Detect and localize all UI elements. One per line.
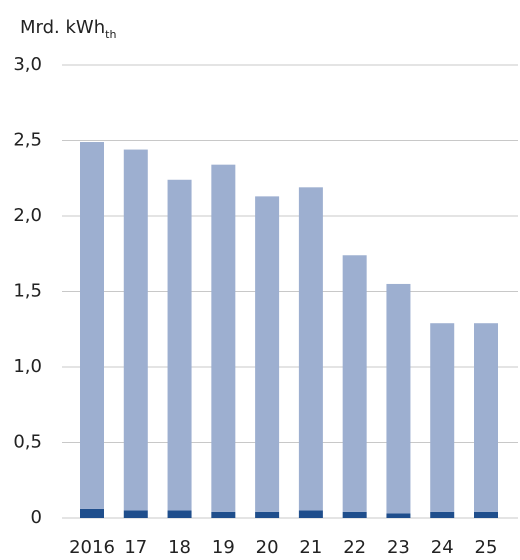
bar-segment xyxy=(474,323,498,512)
bar-segment xyxy=(211,511,236,518)
bar-segment xyxy=(167,179,192,511)
x-tick-label: 19 xyxy=(212,537,235,558)
y-tick-label: 1,5 xyxy=(13,281,42,302)
x-tick-label: 18 xyxy=(168,537,191,558)
y-tick-label: 2,5 xyxy=(13,130,42,151)
bar-segment xyxy=(342,511,367,518)
y-axis-label: Mrd. kWhth xyxy=(20,17,116,41)
y-tick-label: 0,5 xyxy=(13,432,42,453)
x-tick-label: 20 xyxy=(256,537,279,558)
bar-segment xyxy=(255,196,280,512)
x-tick-label: 23 xyxy=(387,537,410,558)
x-tick-label: 22 xyxy=(343,537,366,558)
y-axis-label-main: Mrd. kWh xyxy=(20,17,105,38)
bar-segment xyxy=(211,164,236,512)
bar-segment xyxy=(430,511,455,518)
bar-segment xyxy=(255,511,280,518)
y-tick-label: 2,0 xyxy=(13,205,42,226)
x-tick-label: 2016 xyxy=(69,537,115,558)
x-tick-label: 21 xyxy=(299,537,322,558)
bar-segment xyxy=(430,323,455,512)
x-tick-label: 25 xyxy=(475,537,498,558)
y-axis-label-sub: th xyxy=(105,28,116,41)
y-tick-label: 3,0 xyxy=(13,54,42,75)
bar-segment xyxy=(298,187,323,511)
bar-segment xyxy=(167,510,192,518)
y-tick-label: 1,0 xyxy=(13,356,42,377)
bar-segment xyxy=(474,511,498,518)
bar-segment xyxy=(342,255,367,512)
bar-segment xyxy=(386,513,411,518)
bar-segment xyxy=(80,508,104,518)
bar-segment xyxy=(386,283,411,514)
x-tick-label: 17 xyxy=(124,537,147,558)
bar-segment xyxy=(123,510,148,518)
bar-segment xyxy=(123,149,148,511)
bar-segment xyxy=(80,142,104,509)
y-tick-label: 0 xyxy=(31,507,42,528)
bar-segment xyxy=(298,510,323,518)
x-tick-label: 24 xyxy=(431,537,454,558)
